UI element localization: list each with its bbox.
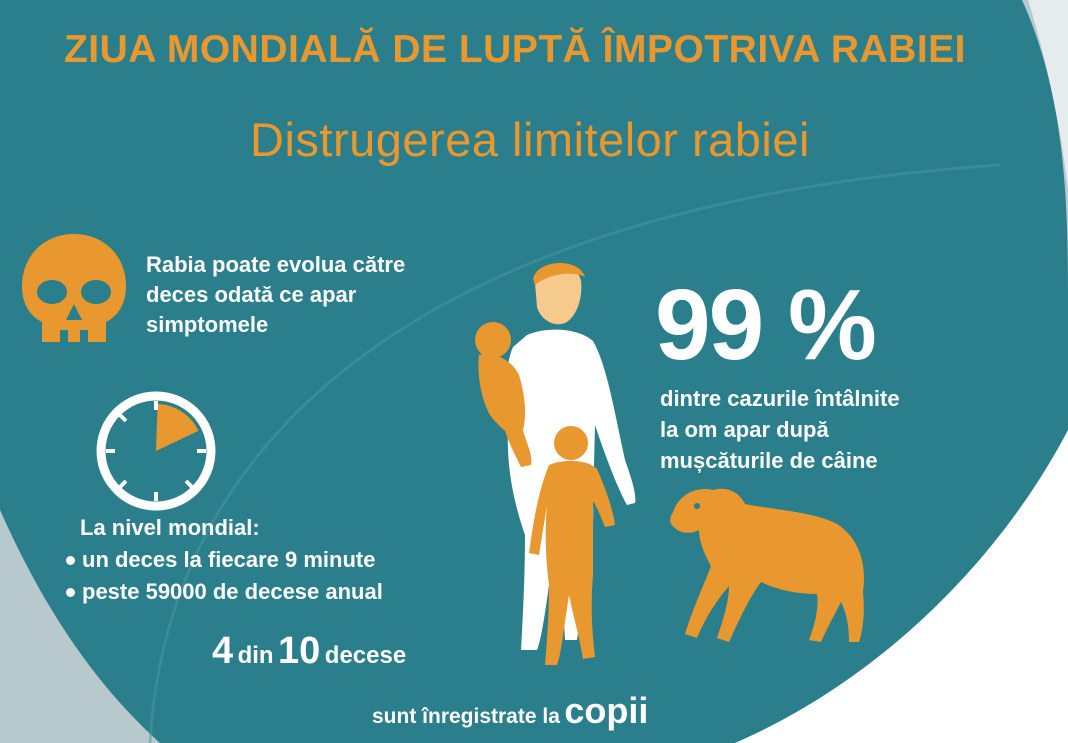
global-stats-bullet-1: un deces la fiecare 9 minute: [66, 547, 375, 573]
dog-bites-line-3: mușcăturile de câine: [660, 448, 878, 473]
children-stat-num1: 4: [212, 630, 234, 672]
bullet-dot-icon: [66, 587, 75, 597]
death-note-line-1: Rabia poate evolua către: [146, 252, 406, 277]
background-top-right-arc: [1028, 0, 1068, 190]
page-title: ZIUA MONDIALĂ DE LUPTĂ ÎMPOTRIVA RABIEI: [63, 28, 967, 71]
children-stat-emphasis: copii: [564, 690, 649, 731]
dog-bites-line-2: la om apar după: [660, 417, 829, 442]
children-stat-num2: 10: [278, 630, 321, 672]
background-bottom-left-arc: [0, 510, 160, 743]
background-divider-arc: [148, 163, 1001, 743]
percent-value: 99 %: [655, 269, 877, 381]
children-stat-word2: decese: [324, 642, 407, 669]
page-subtitle: Distrugerea limitelor rabiei: [250, 113, 810, 166]
skull-icon: [22, 234, 126, 342]
global-stats-bullet-2-text: peste 59000 de decese anual: [82, 579, 383, 604]
global-stats-bullet-1-text: un deces la fiecare 9 minute: [82, 547, 376, 572]
death-note-line-2: deces odată ce apar: [146, 282, 357, 307]
family-illustration: [475, 262, 636, 665]
children-stat-subline: sunt înregistrate la copii: [372, 690, 648, 732]
death-note-line-3: simptomele: [146, 312, 269, 337]
dog-silhouette: [670, 488, 864, 642]
children-stat-line: 4 din 10 decese: [212, 630, 406, 673]
bullet-dot-icon: [66, 555, 75, 565]
global-stats-heading: La nivel mondial:: [80, 515, 260, 540]
dog-bites-line-1: dintre cazurile întâlnite: [660, 386, 900, 411]
global-stats-bullet-2: peste 59000 de decese anual: [66, 579, 383, 605]
background-bottom-right-arc: [735, 430, 1068, 743]
child-silhouette: [529, 426, 615, 665]
clock-icon: [96, 391, 216, 511]
baby-silhouette: [475, 322, 532, 467]
children-stat-word1: din: [237, 642, 274, 669]
children-stat-line2: sunt înregistrate la: [372, 705, 560, 728]
